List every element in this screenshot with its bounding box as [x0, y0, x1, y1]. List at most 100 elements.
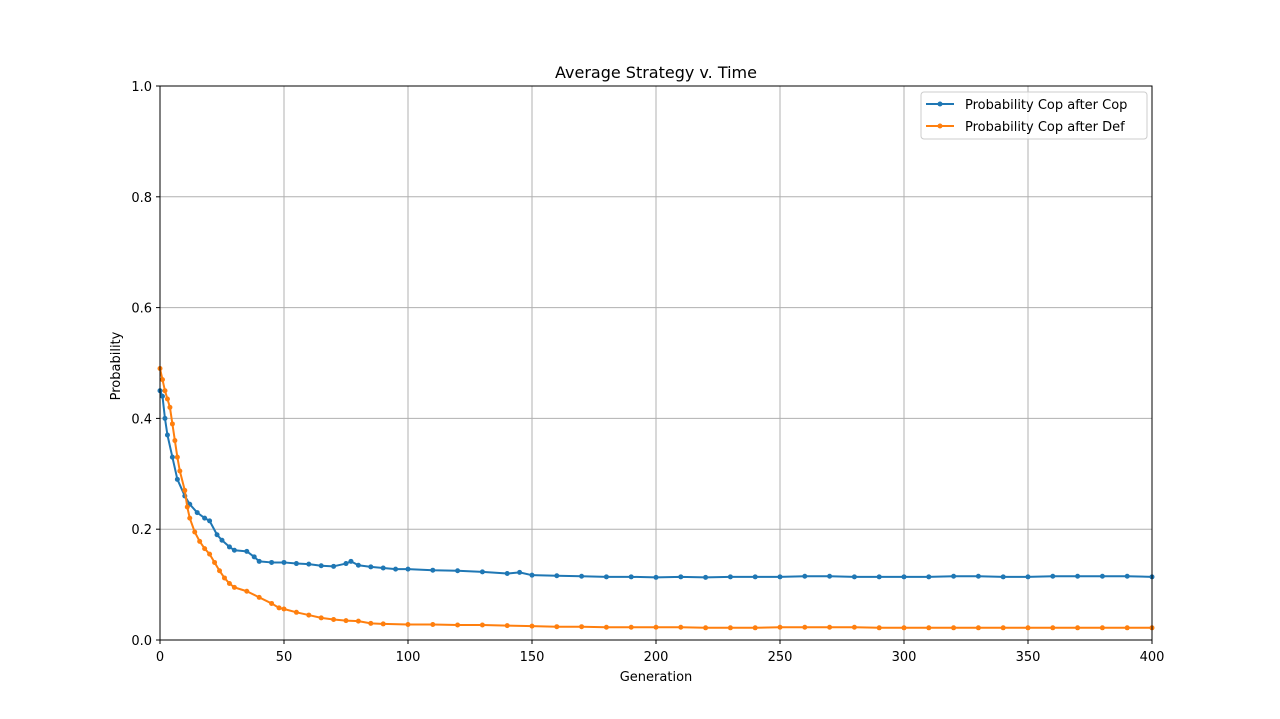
data-point: [579, 573, 585, 579]
data-point: [343, 561, 349, 567]
data-point: [926, 625, 932, 631]
data-point: [405, 621, 411, 627]
data-point: [851, 624, 857, 630]
data-point: [194, 510, 200, 516]
data-point: [628, 624, 634, 630]
x-tick-label: 50: [276, 650, 293, 665]
data-point: [393, 566, 399, 572]
data-point: [355, 562, 361, 568]
data-point: [276, 605, 282, 611]
x-tick-label: 350: [1016, 650, 1041, 665]
data-point: [827, 624, 833, 630]
series-line-0: [159, 390, 1153, 579]
y-tick-label: 1.0: [131, 80, 152, 95]
data-point: [202, 546, 208, 552]
data-point: [1025, 574, 1031, 580]
data-point: [269, 559, 275, 565]
series-group: [157, 366, 1155, 631]
legend-label-1: Probability Cop after Def: [965, 120, 1125, 135]
data-point: [802, 573, 808, 579]
data-point: [207, 518, 213, 524]
data-point: [219, 537, 225, 543]
data-point: [182, 487, 188, 493]
data-point: [405, 566, 411, 572]
data-point: [504, 623, 510, 629]
data-point: [1000, 625, 1006, 631]
data-point: [348, 558, 354, 564]
data-point: [653, 574, 659, 580]
data-point: [430, 621, 436, 627]
data-point: [554, 624, 560, 630]
data-point: [703, 574, 709, 580]
legend-label-0: Probability Cop after Cop: [965, 98, 1127, 113]
data-point: [192, 529, 198, 535]
data-point: [579, 624, 585, 630]
data-point: [174, 476, 180, 482]
data-point: [306, 561, 312, 567]
y-axis-title: Probability: [109, 331, 124, 400]
data-point: [306, 612, 312, 618]
data-point: [603, 574, 609, 580]
y-axis: 0.0 0.2 0.4 0.6 0.8 1.0: [131, 80, 160, 649]
data-point: [256, 558, 262, 564]
data-point: [479, 622, 485, 628]
data-point: [1025, 625, 1031, 631]
data-point: [504, 571, 510, 577]
data-point: [162, 415, 168, 421]
legend-box: [920, 91, 1148, 140]
data-point: [214, 532, 220, 538]
data-point: [777, 574, 783, 580]
data-point: [752, 574, 758, 580]
data-point: [221, 575, 227, 581]
x-tick-label: 400: [1140, 650, 1165, 665]
x-axis-title: Generation: [620, 670, 693, 685]
data-point: [293, 561, 299, 567]
data-point: [217, 568, 223, 574]
data-point: [251, 554, 257, 560]
data-point: [281, 606, 287, 612]
data-point: [1050, 625, 1056, 631]
data-point: [1124, 573, 1130, 579]
data-point: [318, 563, 324, 569]
y-tick-label: 0.4: [131, 412, 152, 427]
data-point: [430, 567, 436, 573]
data-point: [318, 615, 324, 621]
data-point: [752, 625, 758, 631]
data-point: [184, 504, 190, 510]
data-point: [197, 538, 203, 544]
data-point: [479, 569, 485, 575]
data-point: [703, 625, 709, 631]
data-point: [380, 621, 386, 627]
data-point: [628, 574, 634, 580]
data-point: [159, 393, 165, 399]
data-point: [167, 404, 173, 410]
data-point: [226, 580, 232, 586]
data-point: [1000, 574, 1006, 580]
data-point: [901, 574, 907, 580]
x-tick-label: 300: [892, 650, 917, 665]
legend-marker-0: [937, 101, 943, 107]
grid: [159, 85, 1153, 641]
data-point: [169, 421, 175, 427]
series-1: [157, 366, 1155, 631]
data-point: [212, 559, 218, 565]
data-point: [164, 396, 170, 402]
data-point: [975, 625, 981, 631]
data-point: [876, 574, 882, 580]
data-point: [951, 625, 957, 631]
data-point: [653, 624, 659, 630]
data-point: [269, 600, 275, 606]
data-point: [851, 574, 857, 580]
data-point: [975, 573, 981, 579]
data-point: [727, 625, 733, 631]
data-point: [802, 624, 808, 630]
data-point: [159, 377, 165, 383]
x-tick-label: 150: [520, 650, 545, 665]
data-point: [554, 573, 560, 579]
legend: Probability Cop after Cop Probability Co…: [920, 91, 1148, 140]
data-point: [926, 574, 932, 580]
data-point: [455, 568, 461, 574]
data-point: [876, 625, 882, 631]
data-point: [777, 624, 783, 630]
